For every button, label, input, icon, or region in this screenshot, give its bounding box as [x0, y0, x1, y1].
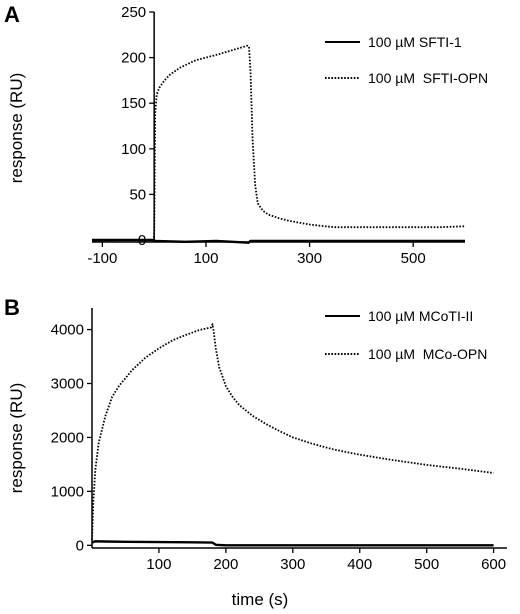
y-tick-label: 150 — [121, 95, 146, 112]
x-tick-label: -100 — [87, 250, 117, 267]
x-tick-label: 100 — [193, 250, 218, 267]
series-line-0 — [91, 540, 494, 547]
y-tick-label: 2000 — [51, 429, 84, 446]
x-tick-label: 200 — [213, 556, 238, 573]
panel-a-series — [91, 44, 466, 244]
panel-a-letter: A — [4, 2, 20, 27]
x-tick-label: 300 — [280, 556, 305, 573]
y-tick-label: 0 — [76, 537, 84, 554]
panel-b-axes — [91, 308, 507, 549]
y-tick-label: 1000 — [51, 483, 84, 500]
y-tick-label: 3000 — [51, 376, 84, 393]
y-tick-label: 50 — [129, 186, 146, 203]
panel-b-legend-label-0: 100 µM MCoTI-II — [368, 308, 473, 324]
panel-a-ylabel: response (RU) — [7, 73, 26, 184]
panel-b-xlabel: time (s) — [232, 590, 289, 609]
x-tick-label: 300 — [297, 250, 322, 267]
series-line-1 — [91, 44, 466, 242]
panel-b-series — [91, 323, 494, 547]
x-tick-label: 400 — [347, 556, 372, 573]
y-tick-label: 250 — [121, 4, 146, 21]
panel-b-legend: 100 µM MCoTI-II 100 µM MCo-OPN — [325, 308, 487, 362]
panel-a-legend-label-1: 100 µM SFTI-OPN — [368, 70, 488, 86]
panel-b-letter: B — [4, 295, 20, 320]
panel-a-legend: 100 µM SFTI-1 100 µM SFTI-OPN — [325, 34, 488, 86]
panel-b-ticks: 0 1000 2000 3000 4000 100 200 300 400 500 600 — [51, 322, 507, 573]
x-tick-label: 500 — [414, 556, 439, 573]
panel-b: B response (RU) time (s) 0 1000 2000 3000 40… — [4, 295, 507, 609]
panel-a-legend-label-0: 100 µM SFTI-1 — [368, 34, 462, 50]
y-tick-label: 4000 — [51, 322, 84, 339]
x-tick-label: 600 — [481, 556, 506, 573]
y-tick-label: 200 — [121, 50, 146, 67]
panel-b-legend-label-1: 100 µM MCo-OPN — [368, 346, 487, 362]
y-tick-label: 100 — [121, 141, 146, 158]
panel-b-ylabel: response (RU) — [7, 383, 26, 494]
x-tick-label: 100 — [146, 556, 171, 573]
series-line-1 — [91, 323, 494, 540]
x-tick-label: 500 — [401, 250, 426, 267]
